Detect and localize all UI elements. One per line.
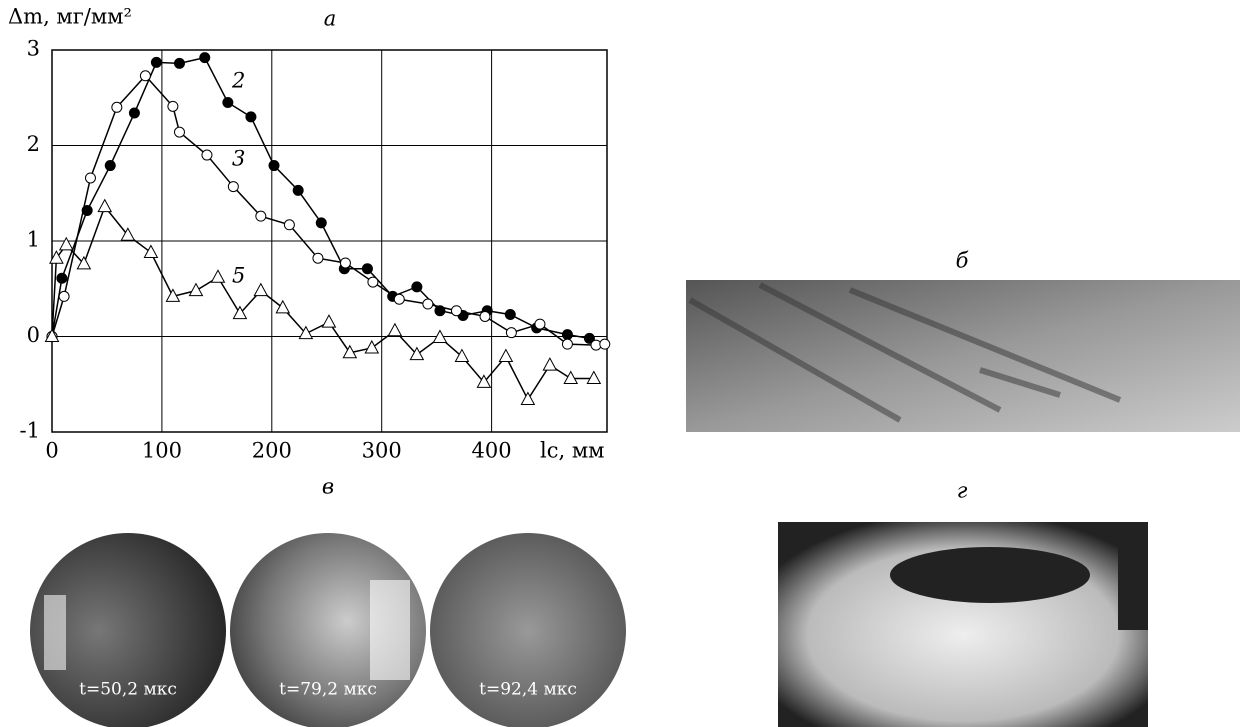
figure: б в t=50,2 мкс t=79,2 мкс t=92,4 мкс г а… <box>0 0 1240 727</box>
marker <box>168 101 178 111</box>
marker <box>57 273 67 283</box>
photo-detail <box>890 547 1090 603</box>
marker <box>368 277 378 287</box>
marker <box>340 258 350 268</box>
marker <box>412 282 422 292</box>
marker <box>562 330 572 340</box>
marker <box>521 393 534 405</box>
marker <box>562 339 572 349</box>
marker <box>322 315 335 327</box>
marker <box>455 350 468 362</box>
marker <box>85 173 95 183</box>
marker <box>564 372 577 384</box>
series-label: 2 <box>231 69 245 93</box>
marker <box>499 350 512 362</box>
marker <box>59 291 69 301</box>
photo-detail <box>44 595 66 670</box>
marker <box>587 372 600 384</box>
x-tick-label: 100 <box>142 439 182 463</box>
y-tick-label: 2 <box>27 132 40 156</box>
marker <box>388 324 401 336</box>
x-tick-label: 200 <box>252 439 292 463</box>
marker <box>543 358 556 370</box>
marker <box>200 53 210 63</box>
marker <box>223 98 233 108</box>
marker <box>423 299 433 309</box>
marker <box>256 211 266 221</box>
page: {"chart_data": {"type": "line", "title":… <box>0 0 1240 727</box>
marker <box>60 238 73 250</box>
panel-label: в <box>322 475 334 499</box>
marker <box>600 339 610 349</box>
marker <box>174 58 184 68</box>
series-label: 3 <box>232 147 245 171</box>
marker <box>228 182 238 192</box>
y-axis-label: Δm, мг/мм² <box>8 5 132 29</box>
marker <box>276 301 289 313</box>
marker <box>269 161 279 171</box>
x-tick-label: 300 <box>362 439 402 463</box>
x-tick-label: 400 <box>472 439 512 463</box>
photo-detail <box>370 580 410 680</box>
marker <box>535 319 545 329</box>
marker <box>129 108 139 118</box>
marker <box>313 253 323 263</box>
y-tick-label: -1 <box>20 419 40 443</box>
marker <box>189 284 202 296</box>
series-label: 5 <box>232 264 245 288</box>
marker <box>174 127 184 137</box>
photo <box>686 280 1240 432</box>
marker <box>284 220 294 230</box>
marker <box>112 102 122 112</box>
x-tick-label: 0 <box>45 439 58 463</box>
y-tick-label: 1 <box>27 228 40 252</box>
marker <box>144 245 157 257</box>
photo-caption: t=50,2 мкс <box>79 680 177 700</box>
marker <box>293 185 303 195</box>
panel-label: б <box>956 249 969 273</box>
marker <box>394 294 404 304</box>
panel-label: г <box>957 479 968 503</box>
photo-caption: t=92,4 мкс <box>479 680 577 700</box>
marker <box>98 200 111 212</box>
marker <box>105 161 115 171</box>
marker <box>365 341 378 353</box>
y-tick-label: 3 <box>27 37 40 61</box>
marker <box>505 310 515 320</box>
marker <box>151 57 161 67</box>
marker <box>506 328 516 338</box>
marker <box>202 150 212 160</box>
marker <box>246 112 256 122</box>
marker <box>140 71 150 81</box>
series-line <box>52 58 589 339</box>
marker <box>480 311 490 321</box>
marker <box>316 218 326 228</box>
marker <box>254 284 267 296</box>
photo-caption: t=79,2 мкс <box>279 680 377 700</box>
series-line <box>52 207 594 400</box>
photo-detail <box>1118 540 1148 630</box>
chart-title: а <box>324 7 337 31</box>
marker <box>362 264 372 274</box>
y-tick-label: 0 <box>27 323 40 347</box>
marker <box>451 306 461 316</box>
marker <box>211 270 224 282</box>
x-axis-label: lс, мм <box>540 439 605 463</box>
